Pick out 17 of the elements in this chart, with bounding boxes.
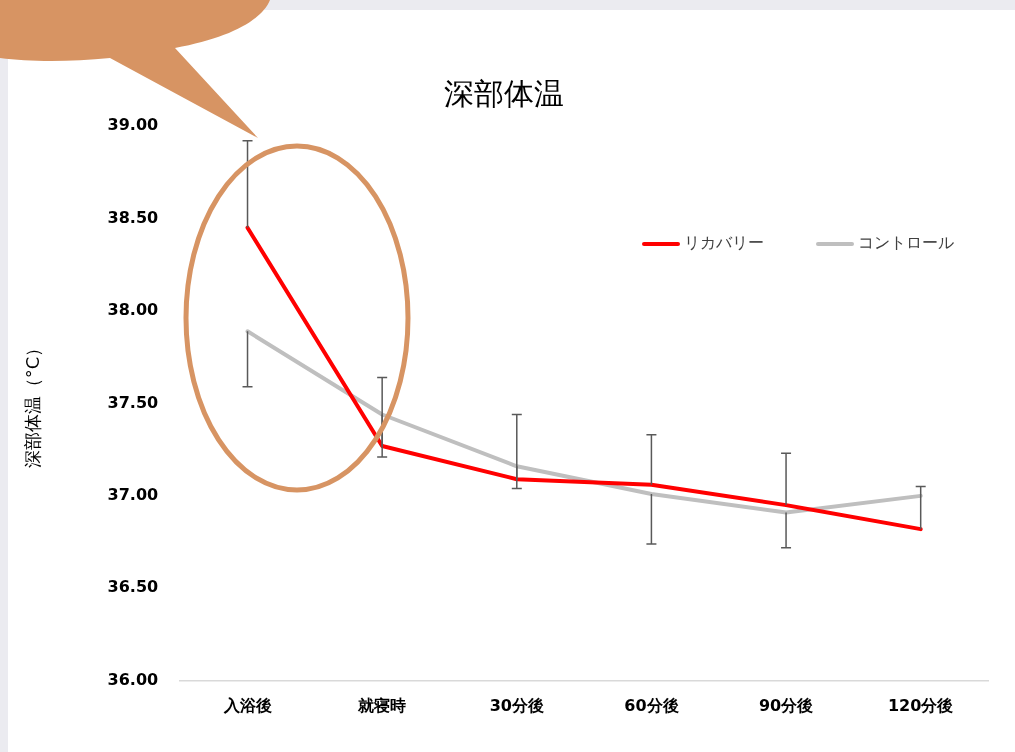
y-tick-label: 39.00 [107, 115, 159, 135]
y-tick-label: 37.50 [107, 392, 159, 412]
y-tick-label: 38.00 [107, 300, 159, 320]
x-tick-label: 60分後 [624, 695, 679, 715]
legend-label: リカバリー [684, 233, 764, 253]
y-tick-label: 36.50 [107, 577, 159, 597]
x-tick-label: 入浴後 [222, 695, 272, 715]
x-tick-label: 就寝時 [357, 695, 407, 715]
chart-title: 深部体温 [444, 75, 564, 111]
y-axis-title: 深部体温（°C） [22, 338, 44, 469]
x-tick-label: 120分後 [887, 695, 954, 715]
x-tick-label: 90分後 [758, 695, 814, 715]
y-tick-label: 37.00 [107, 485, 159, 505]
x-tick-label: 30分後 [489, 695, 544, 715]
legend-label: コントロール [858, 233, 954, 253]
y-tick-label: 38.50 [107, 207, 159, 227]
y-tick-label: 36.00 [107, 669, 159, 689]
